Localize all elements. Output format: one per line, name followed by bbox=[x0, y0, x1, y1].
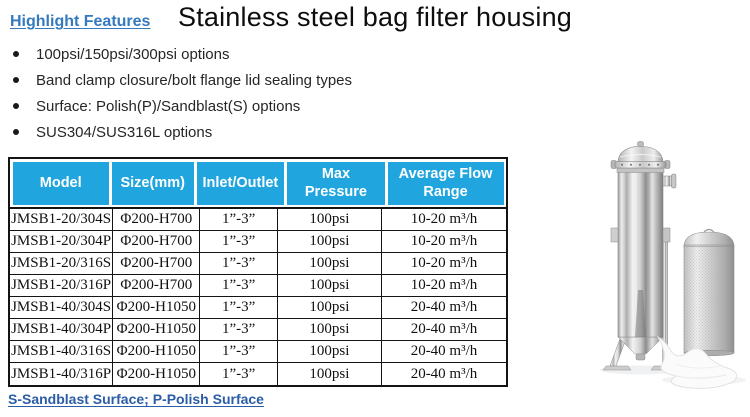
surface-code-footnote: S-Sandblast Surface; P-Polish Surface bbox=[8, 391, 264, 407]
cell-max-pressure: 100psi bbox=[278, 319, 382, 340]
cell-flow-range: 20-40 m³/h bbox=[410, 321, 478, 337]
cell-inlet-outlet: 1”-3” bbox=[200, 253, 278, 274]
table-row: JMSB1-20/304S Φ200-H700 1”-3” 100psi 10-… bbox=[10, 209, 506, 231]
table-row: JMSB1-40/304S Φ200-H1050 1”-3” 100psi 20… bbox=[10, 297, 506, 319]
highlight-features-list: 100psi/150psi/300psi options Band clamp … bbox=[13, 41, 443, 145]
cell-inlet-outlet: 1”-3” bbox=[200, 275, 278, 296]
cell-flow-range: 10-20 m³/h bbox=[410, 211, 478, 227]
product-photo-bag-filter-housing bbox=[600, 141, 746, 389]
filter-basket bbox=[683, 228, 735, 357]
cell-inlet-outlet: 1”-3” bbox=[200, 319, 278, 340]
list-item-label: SUS304/SUS316L options bbox=[36, 123, 213, 141]
cell-flow-range: 20-40 m³/h bbox=[410, 299, 478, 315]
filter-bag bbox=[656, 335, 738, 389]
table-body: JMSB1-20/304S Φ200-H700 1”-3” 100psi 10-… bbox=[10, 207, 506, 385]
filter-housing bbox=[602, 141, 680, 371]
highlight-features-heading: Highlight Features bbox=[10, 13, 151, 30]
cell-max-pressure: 100psi bbox=[278, 341, 382, 362]
cell-max-pressure: 100psi bbox=[278, 231, 382, 252]
cell-max-pressure: 100psi bbox=[278, 363, 382, 385]
page-title: Stainless steel bag filter housing bbox=[177, 2, 573, 32]
table-row: JMSB1-40/316S Φ200-H1050 1”-3” 100psi 20… bbox=[10, 341, 506, 363]
table-row: JMSB1-20/304P Φ200-H700 1”-3” 100psi 10-… bbox=[10, 231, 506, 253]
table-row: JMSB1-40/316P Φ200-H1050 1”-3” 100psi 20… bbox=[10, 363, 506, 385]
cell-model: JMSB1-40/316P bbox=[10, 363, 114, 385]
cell-flow-range: 10-20 m³/h bbox=[410, 277, 478, 293]
list-item: Band clamp closure/bolt flange lid seali… bbox=[13, 67, 443, 93]
list-item: SUS304/SUS316L options bbox=[13, 119, 443, 145]
cell-inlet-outlet: 1”-3” bbox=[200, 209, 278, 230]
cell-model: JMSB1-20/316P bbox=[10, 275, 114, 296]
cell-max-pressure: 100psi bbox=[278, 275, 382, 296]
cell-flow-range: 20-40 m³/h bbox=[410, 343, 478, 359]
table-row: JMSB1-20/316P Φ200-H700 1”-3” 100psi 10-… bbox=[10, 275, 506, 297]
list-item-label: Band clamp closure/bolt flange lid seali… bbox=[36, 71, 353, 89]
cell-size: Φ200-H1050 bbox=[113, 363, 201, 385]
cell-max-pressure: 100psi bbox=[278, 253, 382, 274]
cell-model: JMSB1-20/304P bbox=[10, 231, 114, 252]
column-header-size: Size(mm) bbox=[111, 161, 194, 205]
cell-size: Φ200-H700 bbox=[113, 275, 201, 296]
cell-size: Φ200-H1050 bbox=[113, 297, 201, 318]
cell-size: Φ200-H700 bbox=[113, 209, 201, 230]
column-header-max-pressure: Max Pressure bbox=[287, 161, 385, 205]
column-header-model: Model bbox=[12, 161, 109, 205]
cell-inlet-outlet: 1”-3” bbox=[200, 363, 278, 385]
cell-inlet-outlet: 1”-3” bbox=[200, 297, 278, 318]
spec-table: Model Size(mm) Inlet/Outlet Max Pressure… bbox=[8, 157, 508, 387]
cell-inlet-outlet: 1”-3” bbox=[200, 231, 278, 252]
bullet-icon bbox=[13, 103, 19, 109]
cell-flow-range: 20-40 m³/h bbox=[410, 365, 478, 382]
cell-max-pressure: 100psi bbox=[278, 209, 382, 230]
column-header-inlet-outlet: Inlet/Outlet bbox=[196, 161, 285, 205]
bullet-icon bbox=[13, 129, 19, 135]
bullet-icon bbox=[13, 77, 19, 83]
cell-max-pressure: 100psi bbox=[278, 297, 382, 318]
cell-flow-range: 10-20 m³/h bbox=[410, 255, 478, 271]
cell-size: Φ200-H700 bbox=[113, 231, 201, 252]
list-item: 100psi/150psi/300psi options bbox=[13, 41, 443, 67]
table-row: JMSB1-40/304P Φ200-H1050 1”-3” 100psi 20… bbox=[10, 319, 506, 341]
list-item: Surface: Polish(P)/Sandblast(S) options bbox=[13, 93, 443, 119]
cell-size: Φ200-H1050 bbox=[113, 341, 201, 362]
cell-model: JMSB1-40/304S bbox=[10, 297, 114, 318]
cell-model: JMSB1-20/316S bbox=[10, 253, 114, 274]
cell-inlet-outlet: 1”-3” bbox=[200, 341, 278, 362]
cell-size: Φ200-H700 bbox=[113, 253, 201, 274]
cell-size: Φ200-H1050 bbox=[113, 319, 201, 340]
list-item-label: Surface: Polish(P)/Sandblast(S) options bbox=[36, 97, 301, 115]
cell-flow-range: 10-20 m³/h bbox=[410, 233, 478, 249]
table-row: JMSB1-20/316S Φ200-H700 1”-3” 100psi 10-… bbox=[10, 253, 506, 275]
column-header-flow-range: Average Flow Range bbox=[387, 161, 504, 205]
bullet-icon bbox=[13, 51, 19, 57]
table-header-row: Model Size(mm) Inlet/Outlet Max Pressure… bbox=[10, 159, 506, 207]
cell-model: JMSB1-20/304S bbox=[10, 209, 114, 230]
cell-model: JMSB1-40/304P bbox=[10, 319, 114, 340]
list-item-label: 100psi/150psi/300psi options bbox=[36, 45, 230, 63]
cell-model: JMSB1-40/316S bbox=[10, 341, 114, 362]
